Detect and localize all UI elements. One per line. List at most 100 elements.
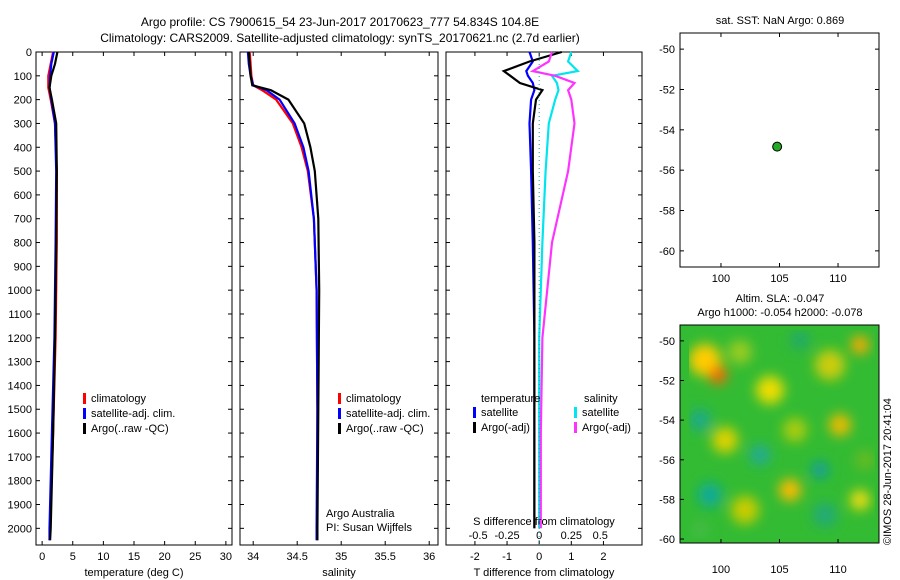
legend-label: satellite [582,407,619,419]
legend-label: Argo(-adj) [582,422,631,434]
top-x-axis-label: S difference from climatology [473,516,615,528]
x-tick-label: 34.5 [286,551,307,563]
legend-swatch [83,393,86,404]
top-x-tick-label: -0.5 [469,530,488,542]
x-tick-label: 105 [770,564,788,576]
y-tick-label: -54 [659,125,675,137]
legend-label: climatology [346,393,402,405]
legend-swatch [574,422,577,433]
y-tick-label: -52 [659,84,675,96]
y-tick-label: 1900 [8,500,32,512]
legend-swatch [473,422,476,433]
y-tick-label: 800 [14,238,32,250]
legend-swatch [338,423,341,434]
y-tick-label: 100 [14,71,32,83]
y-tick-label: 300 [14,118,32,130]
y-tick-label: -56 [659,165,675,177]
x-tick-label: 110 [829,273,847,285]
series-line [246,51,319,541]
y-tick-label: 1800 [8,476,32,488]
x-axis-label: T difference from climatology [474,567,615,579]
legend-swatch [83,408,86,419]
y-tick-label: -50 [659,336,675,348]
top-x-tick-label: 0.5 [593,530,608,542]
y-tick-label: -60 [659,246,675,258]
legend-group-temperature: temperature [481,393,540,405]
altimetry-map-axes: 100 105 110 -50 -52 -54 -56 -58 -60 [659,336,847,576]
altimetry-title-line1: Altim. SLA: -0.047 [736,293,825,305]
series-line [248,51,319,541]
x-tick-label: 2 [600,551,606,563]
figure-title-line2: Climatology: CARS2009. Satellite-adjuste… [100,31,580,45]
y-tick-label: 200 [14,95,32,107]
legend-swatch [338,393,341,404]
temperature-chart: 0 5 10 15 20 25 300100200300400500600700800900… [8,47,232,579]
x-axis-label: salinity [322,567,356,579]
x-tick-label: 1 [568,551,574,563]
x-tick-label: 25 [189,551,201,563]
y-tick-label: -58 [659,494,675,506]
y-tick-label: 700 [14,214,32,226]
location-map-title: sat. SST: NaN Argo: 0.869 [716,15,844,27]
y-tick-label: 1100 [8,309,32,321]
x-tick-label: 100 [712,273,730,285]
series-line [501,50,563,529]
credit-line2: PI: Susan Wijffels [326,522,412,534]
y-tick-label: 0 [26,47,32,59]
x-tick-label: 36 [423,551,435,563]
y-tick-label: 1400 [8,380,32,392]
salinity-chart: 34 34.5 35 35.5 36 salinity climatology satelli… [240,51,438,579]
x-tick-label: 34 [247,551,259,563]
y-tick-label: 2000 [8,523,32,535]
salinity-panel-frame [239,51,439,546]
legend-swatch [473,407,476,418]
x-tick-label: 100 [712,564,730,576]
imos-stamp: ©IMOS 28-Jun-2017 20:41:04 [882,398,894,545]
legend-label: Argo(..raw -QC) [91,423,169,435]
x-tick-label: 35.5 [374,551,395,563]
difference-panel-frame [445,51,643,546]
temperature-panel-frame [35,51,233,546]
x-tick-label: 15 [128,551,140,563]
x-tick-label: 35 [335,551,347,563]
y-tick-label: 900 [14,261,32,273]
top-x-tick-label: -0.25 [495,530,520,542]
y-tick-label: -54 [659,415,675,427]
top-x-tick-label: 0.25 [561,530,582,542]
y-tick-label: 1200 [8,333,32,345]
x-tick-label: 30 [220,551,232,563]
y-tick-label: 1000 [8,285,32,297]
series-line [48,51,59,541]
legend-group-salinity: salinity [584,393,618,405]
y-tick-label: -58 [659,206,675,218]
argo-location-marker [772,141,783,152]
legend-label: climatology [91,393,147,405]
legend-swatch [83,423,86,434]
legend-swatch [574,407,577,418]
x-tick-label: 20 [159,551,171,563]
y-tick-label: 1300 [8,357,32,369]
legend-label: satellite [481,407,518,419]
legend-label: Argo(-adj) [481,422,530,434]
credit-line1: Argo Australia [326,508,395,520]
x-tick-label: 0 [536,551,542,563]
x-tick-label: 105 [770,273,788,285]
location-map-chart: 100 105 110 -50 -52 -54 -56 -58 -60 [659,33,879,285]
y-tick-label: 1600 [8,428,32,440]
altimetry-title-line2: Argo h1000: -0.054 h2000: -0.078 [697,307,862,319]
y-tick-label: 600 [14,190,32,202]
y-tick-label: 400 [14,142,32,154]
x-tick-label: -2 [470,551,480,563]
y-tick-label: 1700 [8,452,32,464]
y-tick-label: -52 [659,375,675,387]
x-tick-label: 110 [829,564,847,576]
x-tick-label: 0 [39,551,45,563]
y-tick-label: 1500 [8,404,32,416]
series-line [538,51,580,529]
legend-label: satellite-adj. clim. [346,408,430,420]
y-tick-label: -60 [659,534,675,546]
figure-title-line1: Argo profile: CS 7900615_54 23-Jun-2017 … [141,15,539,29]
y-tick-label: -56 [659,455,675,467]
series-line [529,51,577,529]
